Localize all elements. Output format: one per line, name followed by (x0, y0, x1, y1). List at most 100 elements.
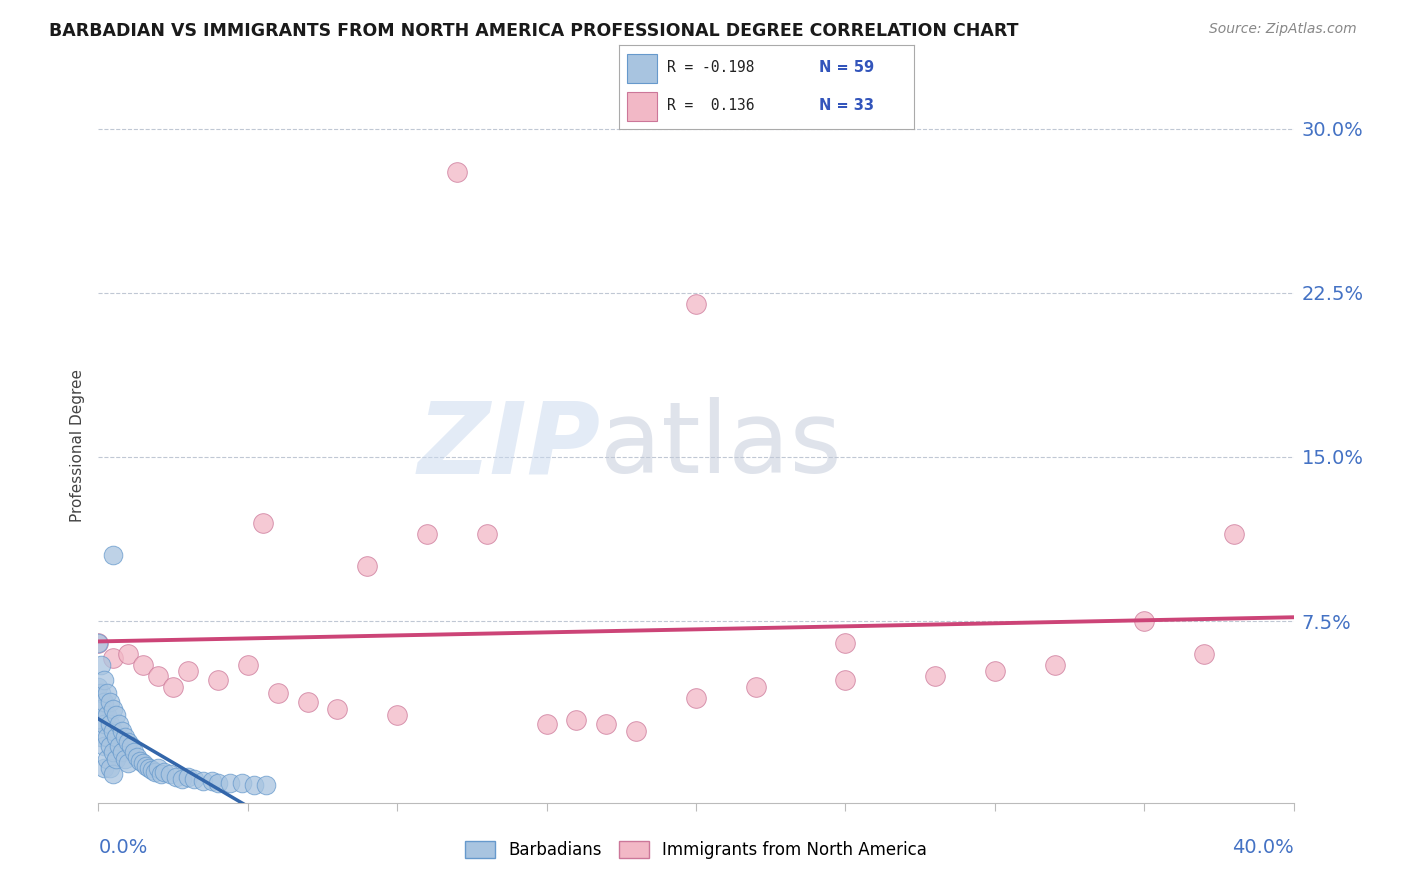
Point (745, 680, 768, 694)
Point (475, 526, 498, 541)
Point (924, 669, 946, 683)
Point (105, 752, 128, 766)
Point (595, 717, 617, 731)
Point (207, 776, 229, 790)
Point (326, 701, 349, 715)
Point (159, 767, 181, 781)
Point (177, 770, 200, 784)
Point (103, 767, 125, 781)
Point (103, 701, 125, 715)
Point (1043, 657, 1066, 672)
Point (141, 763, 163, 777)
Point (1192, 647, 1215, 661)
Point (148, 761, 170, 775)
Point (111, 746, 134, 760)
Point (834, 673, 856, 688)
Point (984, 665, 1007, 679)
Point (103, 549, 125, 563)
Point (93, 695, 115, 709)
Text: R = -0.198: R = -0.198 (668, 61, 755, 76)
Point (416, 526, 439, 541)
Point (565, 713, 588, 727)
Point (93, 673, 115, 688)
Point (117, 756, 139, 771)
Text: Source: ZipAtlas.com: Source: ZipAtlas.com (1209, 22, 1357, 37)
Point (105, 730, 128, 744)
Point (90, 686, 112, 700)
Point (191, 773, 214, 788)
Point (93, 739, 115, 753)
Point (93, 717, 115, 731)
Point (96, 730, 118, 744)
Text: atlas: atlas (600, 398, 842, 494)
Bar (627, 54, 657, 83)
Text: 40.0%: 40.0% (1232, 838, 1294, 856)
Point (87, 636, 110, 650)
Point (162, 680, 184, 694)
Point (90, 701, 112, 715)
Point (87, 713, 110, 727)
Point (236, 657, 259, 672)
Point (98, 717, 122, 731)
Point (108, 717, 131, 731)
Point (201, 773, 224, 788)
Point (98, 739, 122, 753)
Y-axis label: Professional Degree: Professional Degree (70, 369, 86, 523)
Point (96, 686, 118, 700)
Point (129, 754, 152, 768)
Point (135, 758, 157, 772)
Point (446, 165, 468, 179)
Point (103, 723, 125, 738)
Point (626, 723, 648, 738)
Point (148, 669, 170, 683)
Point (177, 665, 200, 679)
Point (254, 778, 277, 792)
Bar (627, 92, 657, 120)
Text: N = 33: N = 33 (820, 98, 875, 113)
Point (108, 739, 131, 753)
Point (165, 770, 187, 784)
Text: ZIP: ZIP (418, 398, 600, 494)
Point (297, 695, 319, 709)
Point (98, 761, 122, 775)
Point (120, 739, 142, 753)
Point (267, 686, 290, 700)
Text: R =  0.136: R = 0.136 (668, 98, 755, 113)
Point (90, 657, 112, 672)
Point (132, 756, 155, 771)
Point (114, 730, 136, 744)
Point (114, 752, 136, 766)
Point (685, 690, 707, 705)
Point (93, 761, 115, 775)
Point (231, 776, 253, 790)
Point (105, 708, 128, 723)
Point (117, 647, 139, 661)
Point (87, 636, 110, 650)
Point (96, 752, 118, 766)
Point (219, 776, 242, 790)
Point (127, 749, 149, 764)
Point (183, 772, 205, 786)
Point (252, 516, 274, 530)
Point (96, 708, 118, 723)
Point (111, 723, 134, 738)
Point (103, 746, 125, 760)
Text: BARBADIAN VS IMMIGRANTS FROM NORTH AMERICA PROFESSIONAL DEGREE CORRELATION CHART: BARBADIAN VS IMMIGRANTS FROM NORTH AMERI… (49, 22, 1019, 40)
Point (172, 772, 194, 786)
Point (132, 657, 155, 672)
Point (834, 636, 856, 650)
Point (90, 730, 112, 744)
Point (87, 680, 110, 694)
Point (385, 708, 409, 723)
Point (685, 296, 707, 310)
Text: 0.0%: 0.0% (98, 838, 148, 856)
Point (153, 765, 176, 780)
Point (207, 673, 229, 688)
Point (103, 651, 125, 665)
Point (1223, 526, 1246, 541)
Point (138, 761, 160, 775)
Point (536, 717, 558, 731)
Point (143, 765, 166, 780)
Point (150, 767, 173, 781)
Point (98, 695, 122, 709)
